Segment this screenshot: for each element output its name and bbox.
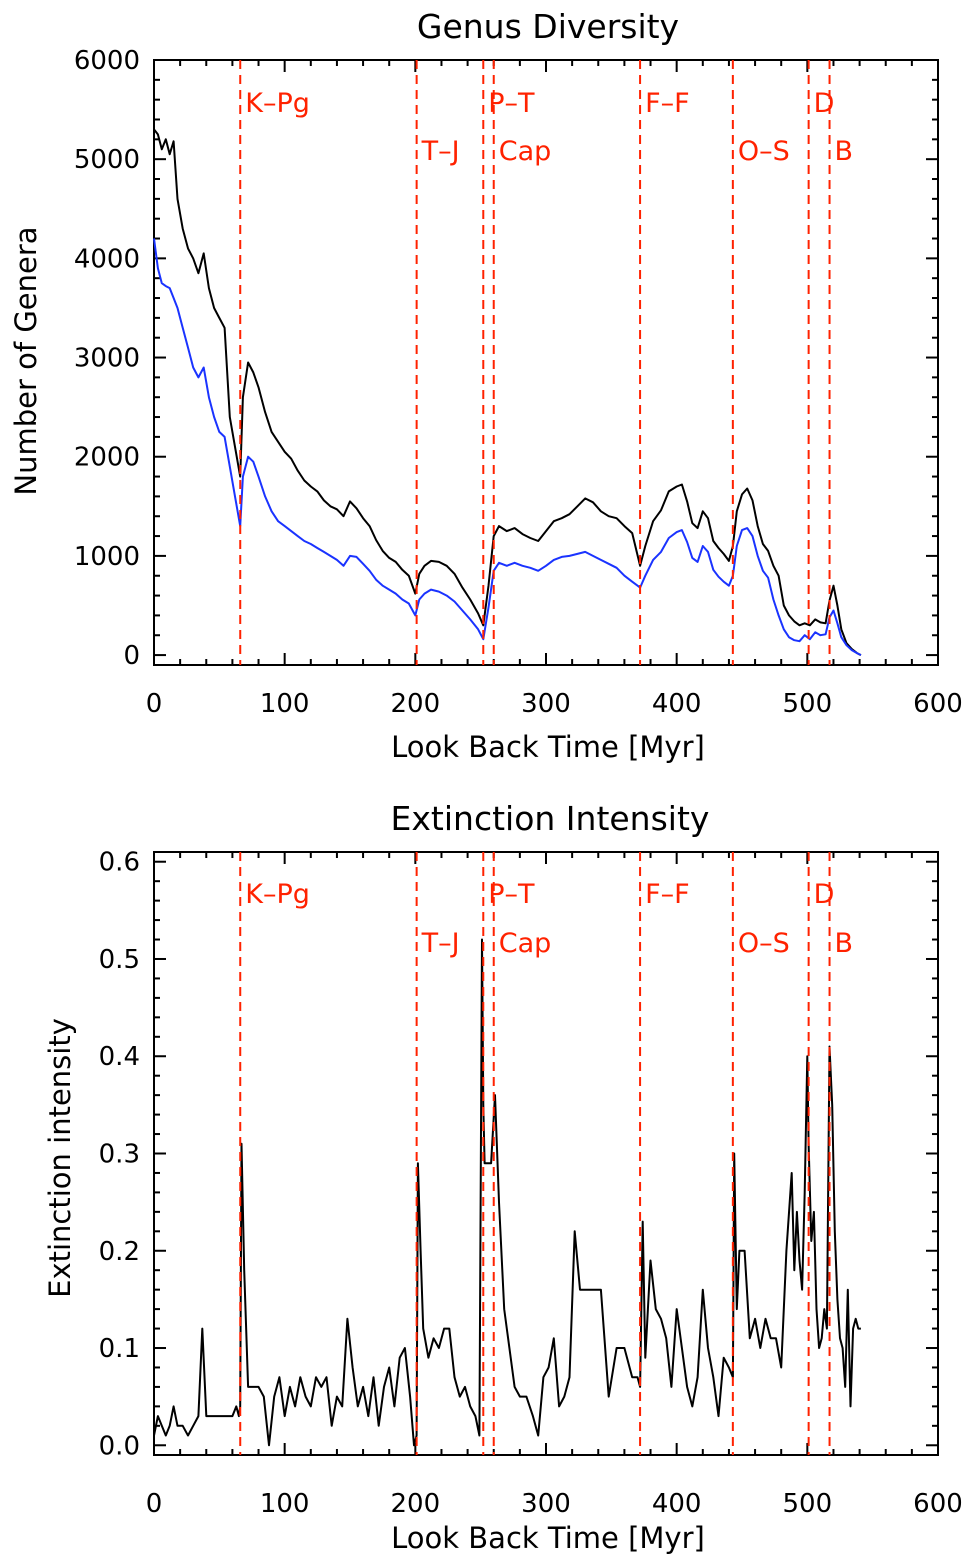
x-tick-label: 400 xyxy=(652,689,702,719)
x-tick-label: 500 xyxy=(783,1489,833,1519)
y-tick-label: 0 xyxy=(123,641,140,671)
x-tick-label: 600 xyxy=(913,1489,963,1519)
y-tick-label: 5000 xyxy=(74,145,140,175)
event-label: P–T xyxy=(488,88,535,119)
event-label: O–S xyxy=(738,136,790,167)
event-label: F–F xyxy=(645,879,690,910)
event-label: Cap xyxy=(499,136,552,167)
x-tick-label: 200 xyxy=(391,689,441,719)
event-label: T–J xyxy=(421,928,460,959)
event-label: F–F xyxy=(645,88,690,119)
x-tick-label: 0 xyxy=(146,1489,163,1519)
event-label: K–Pg xyxy=(245,88,310,119)
event-label: D xyxy=(814,879,835,910)
panel-extinction-intensity: Extinction Intensity Look Back Time [Myr… xyxy=(43,799,963,1555)
y-axis-label: Extinction intensity xyxy=(43,1018,77,1298)
y-tick-label: 0.5 xyxy=(99,945,140,975)
x-tick-label: 300 xyxy=(521,1489,571,1519)
y-tick-label: 3000 xyxy=(74,344,140,374)
series-line-0 xyxy=(153,938,861,1447)
event-label: O–S xyxy=(738,928,790,959)
chart-title: Extinction Intensity xyxy=(391,799,710,838)
chart-title: Genus Diversity xyxy=(417,7,679,46)
event-label: P–T xyxy=(488,879,535,910)
x-tick-label: 100 xyxy=(260,689,310,719)
y-tick-label: 4000 xyxy=(74,244,140,274)
x-tick-label: 100 xyxy=(260,1489,310,1519)
x-tick-label: 400 xyxy=(652,1489,702,1519)
y-tick-label: 0.3 xyxy=(99,1140,140,1170)
y-tick-label: 1000 xyxy=(74,542,140,572)
event-label: D xyxy=(814,88,835,119)
series-line-1 xyxy=(153,238,862,656)
x-tick-label: 600 xyxy=(913,689,963,719)
y-tick-label: 0.4 xyxy=(99,1042,140,1072)
event-label: B xyxy=(835,136,854,167)
panel-genus-diversity: Genus Diversity Look Back Time [Myr] Num… xyxy=(9,7,963,764)
x-axis-label: Look Back Time [Myr] xyxy=(391,1521,705,1555)
y-tick-label: 0.2 xyxy=(99,1237,140,1267)
x-tick-label: 0 xyxy=(146,689,163,719)
event-label: B xyxy=(835,928,854,959)
y-axis-label: Number of Genera xyxy=(9,226,43,495)
x-tick-label: 500 xyxy=(783,689,833,719)
y-tick-label: 0.1 xyxy=(99,1334,140,1364)
event-label: Cap xyxy=(499,928,552,959)
y-tick-label: 0.6 xyxy=(99,848,140,878)
event-label: T–J xyxy=(421,136,460,167)
x-tick-label: 300 xyxy=(521,689,571,719)
series-line-0 xyxy=(153,128,862,656)
x-tick-label: 200 xyxy=(391,1489,441,1519)
y-tick-label: 2000 xyxy=(74,443,140,473)
y-tick-label: 6000 xyxy=(74,46,140,76)
x-axis-label: Look Back Time [Myr] xyxy=(391,730,705,764)
y-tick-label: 0.0 xyxy=(99,1431,140,1461)
event-label: K–Pg xyxy=(245,879,310,910)
